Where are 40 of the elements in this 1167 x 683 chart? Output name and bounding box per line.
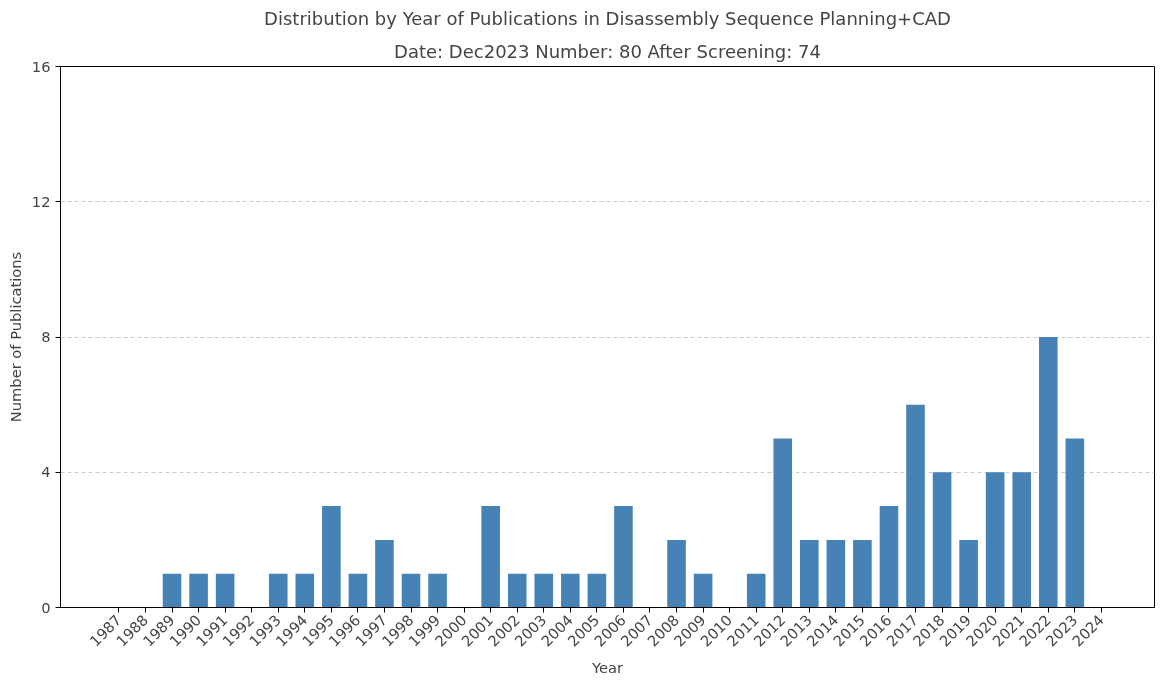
bar [189, 573, 208, 608]
bar [587, 573, 607, 608]
bar [295, 573, 315, 608]
bar [322, 506, 341, 608]
bar [800, 539, 819, 608]
bar [481, 506, 500, 608]
bar [667, 539, 686, 608]
chart-subtitle: Date: Dec2023 Number: 80 After Screening: 74 [394, 40, 821, 62]
bar [773, 438, 793, 608]
y-tick-label: 12 [31, 192, 51, 210]
bar [985, 472, 1005, 608]
bar [693, 573, 713, 608]
bar [1038, 337, 1058, 608]
x-axis-title: Year [590, 658, 624, 676]
bar [428, 573, 447, 608]
y-tick-label: 8 [41, 328, 51, 345]
bar [853, 539, 872, 608]
bar [879, 506, 899, 608]
bar [401, 573, 421, 608]
bar [534, 573, 554, 608]
bar [348, 573, 368, 608]
bar [162, 573, 182, 608]
y-tick-label: 4 [41, 463, 51, 481]
bar [561, 573, 580, 608]
bar [507, 573, 527, 608]
chart-title: Distribution by Year of Publications in Disassembly Sequence Planning+CAD [264, 7, 951, 29]
bar [215, 573, 235, 608]
bar [1065, 438, 1085, 608]
bar [614, 506, 633, 608]
bar [826, 539, 846, 608]
y-tick-label: 0 [41, 598, 51, 616]
bar [906, 404, 925, 608]
bar [268, 573, 288, 608]
y-tick-label: 16 [31, 57, 51, 75]
bar [959, 539, 978, 608]
bar [1012, 472, 1032, 608]
bar [375, 539, 394, 608]
bar [932, 472, 952, 608]
bar [746, 573, 766, 608]
y-axis-title: Number of Publications [6, 251, 24, 423]
